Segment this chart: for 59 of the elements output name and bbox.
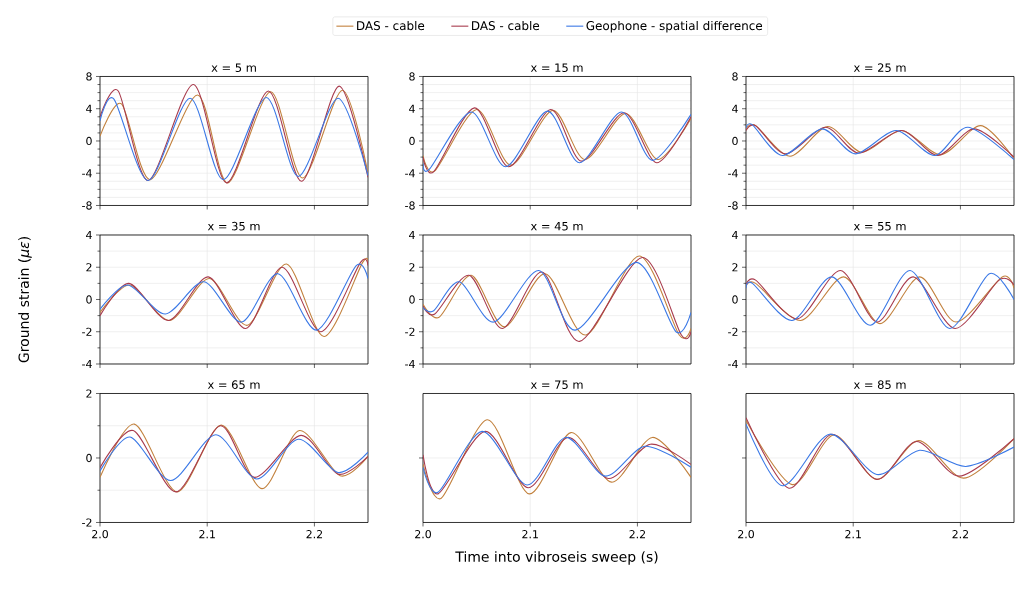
legend-label: DAS - cable [357,20,425,31]
y-tick-label: 0 [409,295,415,304]
y-tick-label: 4 [409,104,415,113]
y-tick-label: 0 [86,295,92,304]
x-tick-label: 2.2 [306,530,323,539]
y-tick-label: 8 [86,72,92,81]
legend-label: Geophone - spatial difference [586,20,763,33]
y-axis-title: Ground strain (με) [18,237,32,363]
y-tick-label: -4 [405,169,415,178]
y-tick-label: -8 [405,201,415,210]
x-tick-label: 2.0 [415,530,431,539]
y-tick-label: 0 [86,136,92,146]
y-tick-label: 0 [86,453,92,463]
chart-title: x = 55 m [853,221,906,231]
y-tick-label: -2 [82,327,92,336]
y-tick-label: 4 [732,104,738,113]
x-tick-label: 2.2 [629,530,646,539]
x-tick-label: 2.1 [199,530,215,539]
y-tick-label: -2 [728,327,738,336]
y-tick-label: 4 [409,231,415,239]
x-tick-label: 2.0 [738,530,754,539]
y-tick-label: -8 [728,201,738,210]
y-tick-label: 2 [409,263,415,272]
chart-title: x = 25 m [853,63,906,72]
x-tick-label: 2.0 [92,530,108,539]
y-tick-label: 4 [86,104,92,113]
y-tick-label: 4 [86,231,92,239]
x-axis-title: Time into vibroseis sweep (s) [455,551,658,565]
x-tick-label: 2.1 [845,530,861,539]
y-tick-label: -4 [728,359,738,368]
y-tick-label: -4 [82,169,92,178]
line-series [746,269,1015,330]
y-tick-label: -8 [82,201,92,210]
y-tick-label: 4 [732,231,738,239]
y-tick-label: 0 [409,136,415,146]
y-tick-label: 2 [86,389,92,398]
chart-title: x = 15 m [530,63,583,72]
chart-title: x = 65 m [207,380,260,389]
chart-title: x = 45 m [530,221,583,231]
y-tick-label: 2 [86,263,92,272]
y-tick-label: 0 [732,136,738,146]
y-tick-label: -2 [82,518,92,527]
y-tick-label: -4 [82,359,92,368]
y-tick-label: -4 [728,169,738,178]
y-tick-label: 0 [732,295,738,304]
y-tick-label: 8 [732,72,738,81]
chart-title: x = 75 m [530,380,583,389]
chart-title: x = 35 m [207,221,260,231]
y-tick-label: 8 [409,72,415,81]
chart-title: x = 85 m [853,380,906,389]
y-tick-label: 2 [732,263,738,272]
x-tick-label: 2.1 [522,530,538,539]
line-series [100,434,369,482]
legend-label: DAS - cable [472,20,540,31]
y-tick-label: -2 [405,327,415,336]
chart-title: x = 5 m [211,63,256,72]
line-series [746,275,1015,325]
y-tick-label: -4 [405,359,415,368]
x-tick-label: 2.2 [952,530,969,539]
